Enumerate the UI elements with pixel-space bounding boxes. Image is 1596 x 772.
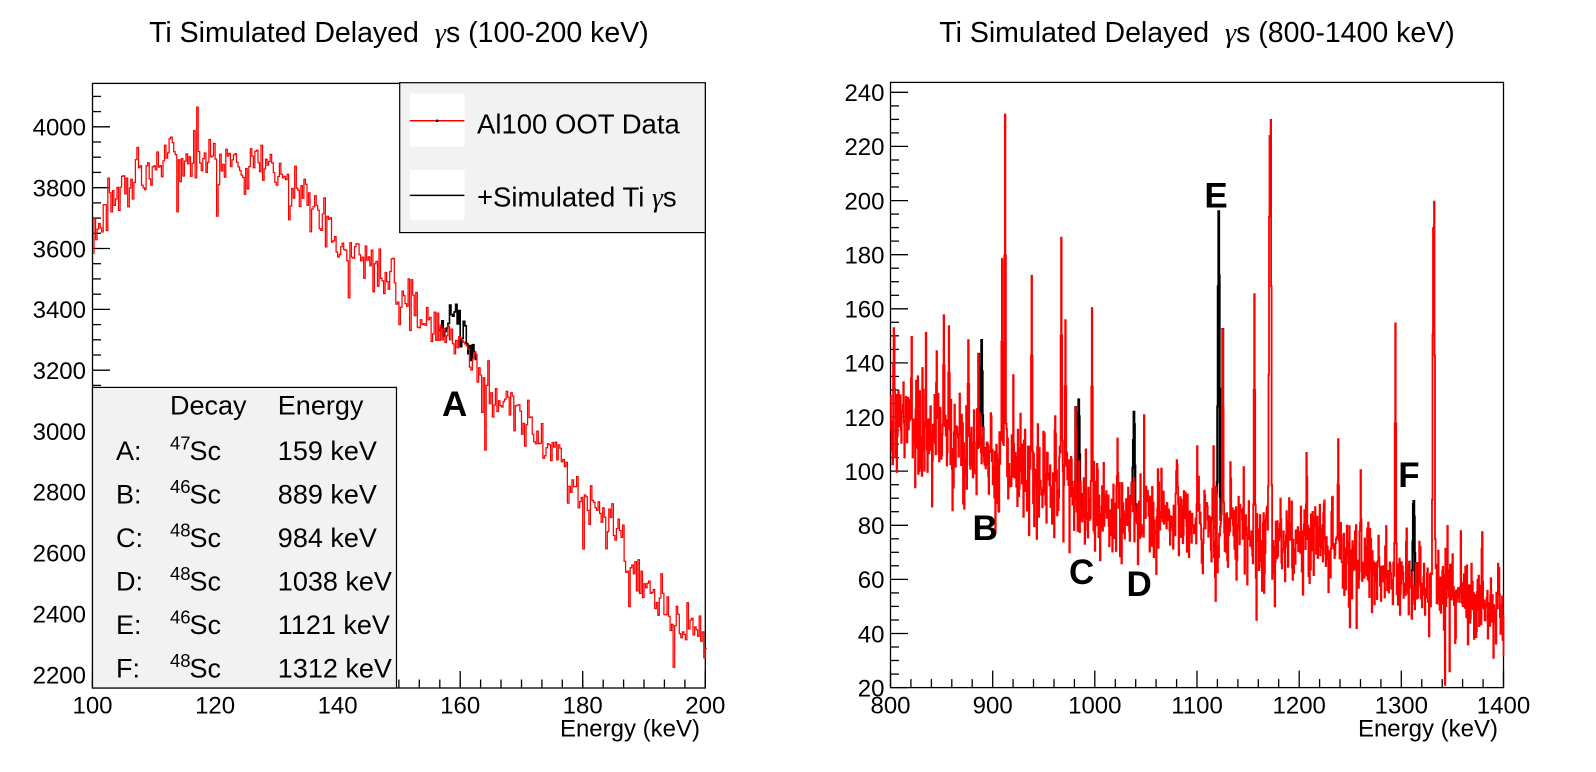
svg-text:+Simulated Ti γs: +Simulated Ti γs [477, 181, 677, 212]
svg-text:E: E [1204, 176, 1227, 215]
svg-text:2600: 2600 [33, 541, 86, 568]
svg-text:1100: 1100 [1171, 693, 1223, 720]
svg-text:889 keV: 889 keV [278, 480, 377, 510]
svg-text:3400: 3400 [33, 297, 86, 324]
svg-text:140: 140 [318, 693, 358, 720]
svg-text:3200: 3200 [33, 358, 86, 385]
svg-text:48: 48 [170, 650, 191, 671]
svg-text:Al100 OOT Data: Al100 OOT Data [477, 109, 680, 140]
svg-text:E:: E: [116, 610, 142, 640]
svg-text:100: 100 [72, 693, 112, 720]
svg-text:1400: 1400 [1477, 693, 1530, 720]
svg-text:140: 140 [844, 351, 884, 378]
svg-text:Energy: Energy [278, 390, 364, 420]
svg-text:80: 80 [858, 513, 885, 540]
svg-text:Sc: Sc [190, 436, 222, 466]
svg-text:20: 20 [858, 675, 885, 702]
svg-text:Decay: Decay [170, 390, 247, 420]
svg-text:D: D [1126, 565, 1151, 604]
svg-text:46: 46 [170, 607, 191, 628]
svg-text:48: 48 [170, 520, 191, 541]
svg-text:Sc: Sc [190, 567, 222, 597]
svg-text:C: C [1069, 553, 1094, 592]
svg-text:A: A [442, 385, 467, 424]
svg-text:B:: B: [116, 480, 142, 510]
svg-text:160: 160 [440, 693, 480, 720]
svg-text:2200: 2200 [33, 662, 86, 689]
svg-text:Energy (keV): Energy (keV) [560, 716, 700, 743]
svg-text:2800: 2800 [33, 480, 86, 507]
svg-text:48: 48 [170, 563, 191, 584]
svg-text:1312 keV: 1312 keV [278, 654, 392, 684]
svg-text:180: 180 [844, 243, 884, 270]
svg-text:Energy (keV): Energy (keV) [1358, 716, 1498, 743]
svg-text:40: 40 [858, 621, 885, 648]
svg-text:Ti Simulated Delayed γs (800-: Ti Simulated Delayed γs (800-1400 keV) [939, 17, 1455, 49]
svg-text:159 keV: 159 keV [278, 436, 377, 466]
svg-text:Sc: Sc [190, 523, 222, 553]
svg-text:3800: 3800 [33, 176, 86, 203]
svg-text:C:: C: [116, 523, 143, 553]
svg-text:200: 200 [685, 693, 725, 720]
svg-text:200: 200 [844, 188, 884, 215]
svg-text:47: 47 [170, 433, 191, 454]
svg-text:240: 240 [844, 80, 884, 107]
svg-text:120: 120 [844, 405, 884, 432]
svg-text:Sc: Sc [190, 654, 222, 684]
svg-text:B: B [973, 509, 998, 548]
svg-text:120: 120 [195, 693, 235, 720]
svg-text:D:: D: [116, 567, 143, 597]
svg-text:1121 keV: 1121 keV [278, 610, 390, 640]
svg-text:Ti Simulated Delayed γs (100-: Ti Simulated Delayed γs (100-200 keV) [149, 17, 649, 49]
svg-text:1300: 1300 [1375, 693, 1428, 720]
svg-text:Sc: Sc [190, 480, 222, 510]
svg-text:100: 100 [844, 459, 884, 486]
svg-text:984 keV: 984 keV [278, 523, 377, 553]
svg-text:1038 keV: 1038 keV [278, 567, 392, 597]
svg-text:180: 180 [563, 693, 603, 720]
svg-text:46: 46 [170, 476, 191, 497]
svg-text:800: 800 [870, 693, 910, 720]
svg-text:160: 160 [844, 297, 884, 324]
svg-text:F: F [1398, 456, 1419, 495]
svg-text:1000: 1000 [1068, 693, 1121, 720]
svg-text:60: 60 [858, 567, 885, 594]
svg-text:2400: 2400 [33, 601, 86, 628]
svg-text:A:: A: [116, 436, 142, 466]
svg-text:220: 220 [844, 134, 884, 161]
svg-text:4000: 4000 [33, 115, 86, 142]
svg-text:F:: F: [116, 654, 140, 684]
svg-text:3000: 3000 [33, 419, 86, 446]
svg-text:900: 900 [973, 693, 1013, 720]
svg-text:1200: 1200 [1273, 693, 1326, 720]
svg-text:Sc: Sc [190, 610, 222, 640]
svg-text:3600: 3600 [33, 236, 86, 263]
